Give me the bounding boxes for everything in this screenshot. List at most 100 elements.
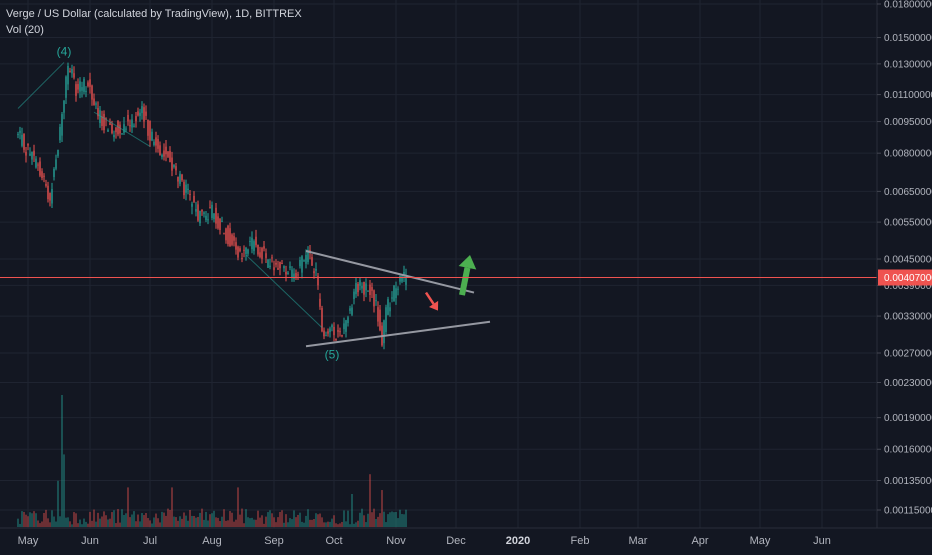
candle-body — [311, 257, 313, 266]
candle-body — [345, 320, 347, 332]
bullish-arrow[interactable] — [458, 254, 477, 296]
candle-body — [161, 154, 163, 158]
candle-body — [29, 153, 31, 156]
volume-bar — [239, 514, 241, 527]
symbol-title: Verge / US Dollar (calculated by Trading… — [6, 8, 302, 20]
volume-bar — [25, 514, 27, 527]
candle-body — [69, 70, 71, 72]
volume-bar — [257, 510, 259, 527]
wave-connector-3-line[interactable] — [245, 254, 323, 328]
candle-body — [247, 249, 249, 254]
volume-bar — [223, 509, 225, 527]
volume-bar — [233, 521, 235, 527]
candle-body — [197, 204, 199, 221]
candle-body — [55, 159, 57, 169]
wave-connector-2-line[interactable] — [93, 111, 151, 147]
volume-bar — [39, 523, 41, 527]
candle-body — [111, 124, 113, 134]
volume-bar — [273, 517, 275, 527]
candle-body — [295, 273, 297, 278]
volume-bar — [99, 518, 101, 527]
triangle-upper-line[interactable] — [305, 250, 475, 294]
bearish-arrow[interactable] — [424, 291, 439, 311]
candle-body — [289, 266, 291, 268]
candle-body — [57, 149, 59, 156]
candle-body — [129, 125, 131, 127]
price-tick-label: 0.00230000 — [884, 378, 932, 389]
wave-connector-1-line[interactable] — [17, 62, 65, 109]
candle-body — [137, 111, 139, 116]
price-tick-label: 0.00390000 — [884, 281, 932, 292]
volume-bar — [403, 514, 405, 527]
volume-bar — [151, 523, 153, 527]
volume-bar — [117, 509, 119, 527]
volume-bar — [331, 518, 333, 527]
candle-body — [261, 248, 263, 259]
candle-body — [109, 122, 111, 125]
volume-bar — [241, 508, 243, 527]
volume-bar — [363, 515, 365, 527]
time-tick-label: Dec — [446, 535, 466, 547]
volume-bar — [87, 523, 89, 527]
price-axis[interactable]: 0.01800000 0.01500000 0.01300000 0.01100000… — [877, 0, 932, 517]
candle-body — [119, 124, 121, 134]
candle-body — [353, 291, 355, 300]
candle-body — [229, 228, 231, 247]
candle-body — [401, 276, 403, 282]
price-tick-label: 0.01800000 — [884, 0, 932, 11]
volume-bar — [59, 516, 61, 527]
volume-bar — [251, 517, 253, 527]
volume-bar — [387, 514, 389, 527]
volume-bar — [289, 518, 291, 527]
volume-bar — [65, 517, 67, 527]
price-tick-label: 0.00160000 — [884, 445, 932, 456]
triangle-lower-line[interactable] — [305, 320, 491, 348]
volume-bar — [203, 519, 205, 527]
volume-bar — [261, 515, 263, 527]
candle-body — [203, 212, 205, 214]
volume-bar — [131, 514, 133, 527]
candle-body — [215, 207, 217, 224]
volume-bar — [359, 512, 361, 527]
volume-bar — [317, 514, 319, 527]
candle-body — [187, 188, 189, 190]
candle-body — [313, 271, 315, 274]
volume-bar — [171, 487, 173, 527]
volume-bar — [395, 511, 397, 527]
volume-bar — [135, 521, 137, 527]
volume-bar — [207, 520, 209, 527]
candle-body — [93, 98, 95, 105]
volume-bar — [249, 518, 251, 527]
volume-bar — [189, 509, 191, 527]
time-tick-label: Jun — [81, 535, 99, 547]
volume-bar — [361, 508, 363, 527]
volume-bar — [67, 517, 69, 527]
candle-body — [349, 308, 351, 311]
candle-body — [51, 188, 53, 204]
volume-bar — [195, 517, 197, 527]
volume-bar — [355, 522, 357, 527]
candle-body — [125, 128, 127, 130]
volume-bar — [183, 512, 185, 527]
candle-body — [201, 210, 203, 212]
volume-bar — [79, 519, 81, 527]
volume-bar — [109, 518, 111, 527]
candle-body — [85, 90, 87, 92]
volume-bar — [115, 523, 117, 527]
volume-bar — [365, 522, 367, 527]
volume-bar — [181, 518, 183, 527]
time-tick-label: Nov — [386, 535, 406, 547]
candle-body — [267, 259, 269, 268]
time-axis[interactable]: May Jun Jul Aug Sep Oct Nov Dec 2020 Feb Mar Apr May… — [18, 535, 831, 547]
candle-body — [159, 145, 161, 156]
candle-body — [369, 284, 371, 296]
volume-bar — [23, 511, 25, 527]
time-tick-label: May — [750, 535, 771, 547]
candle-body — [79, 81, 81, 92]
candle-body — [281, 262, 283, 264]
candle-body — [139, 112, 141, 116]
candle-body — [361, 285, 363, 289]
candle-body — [209, 207, 211, 209]
